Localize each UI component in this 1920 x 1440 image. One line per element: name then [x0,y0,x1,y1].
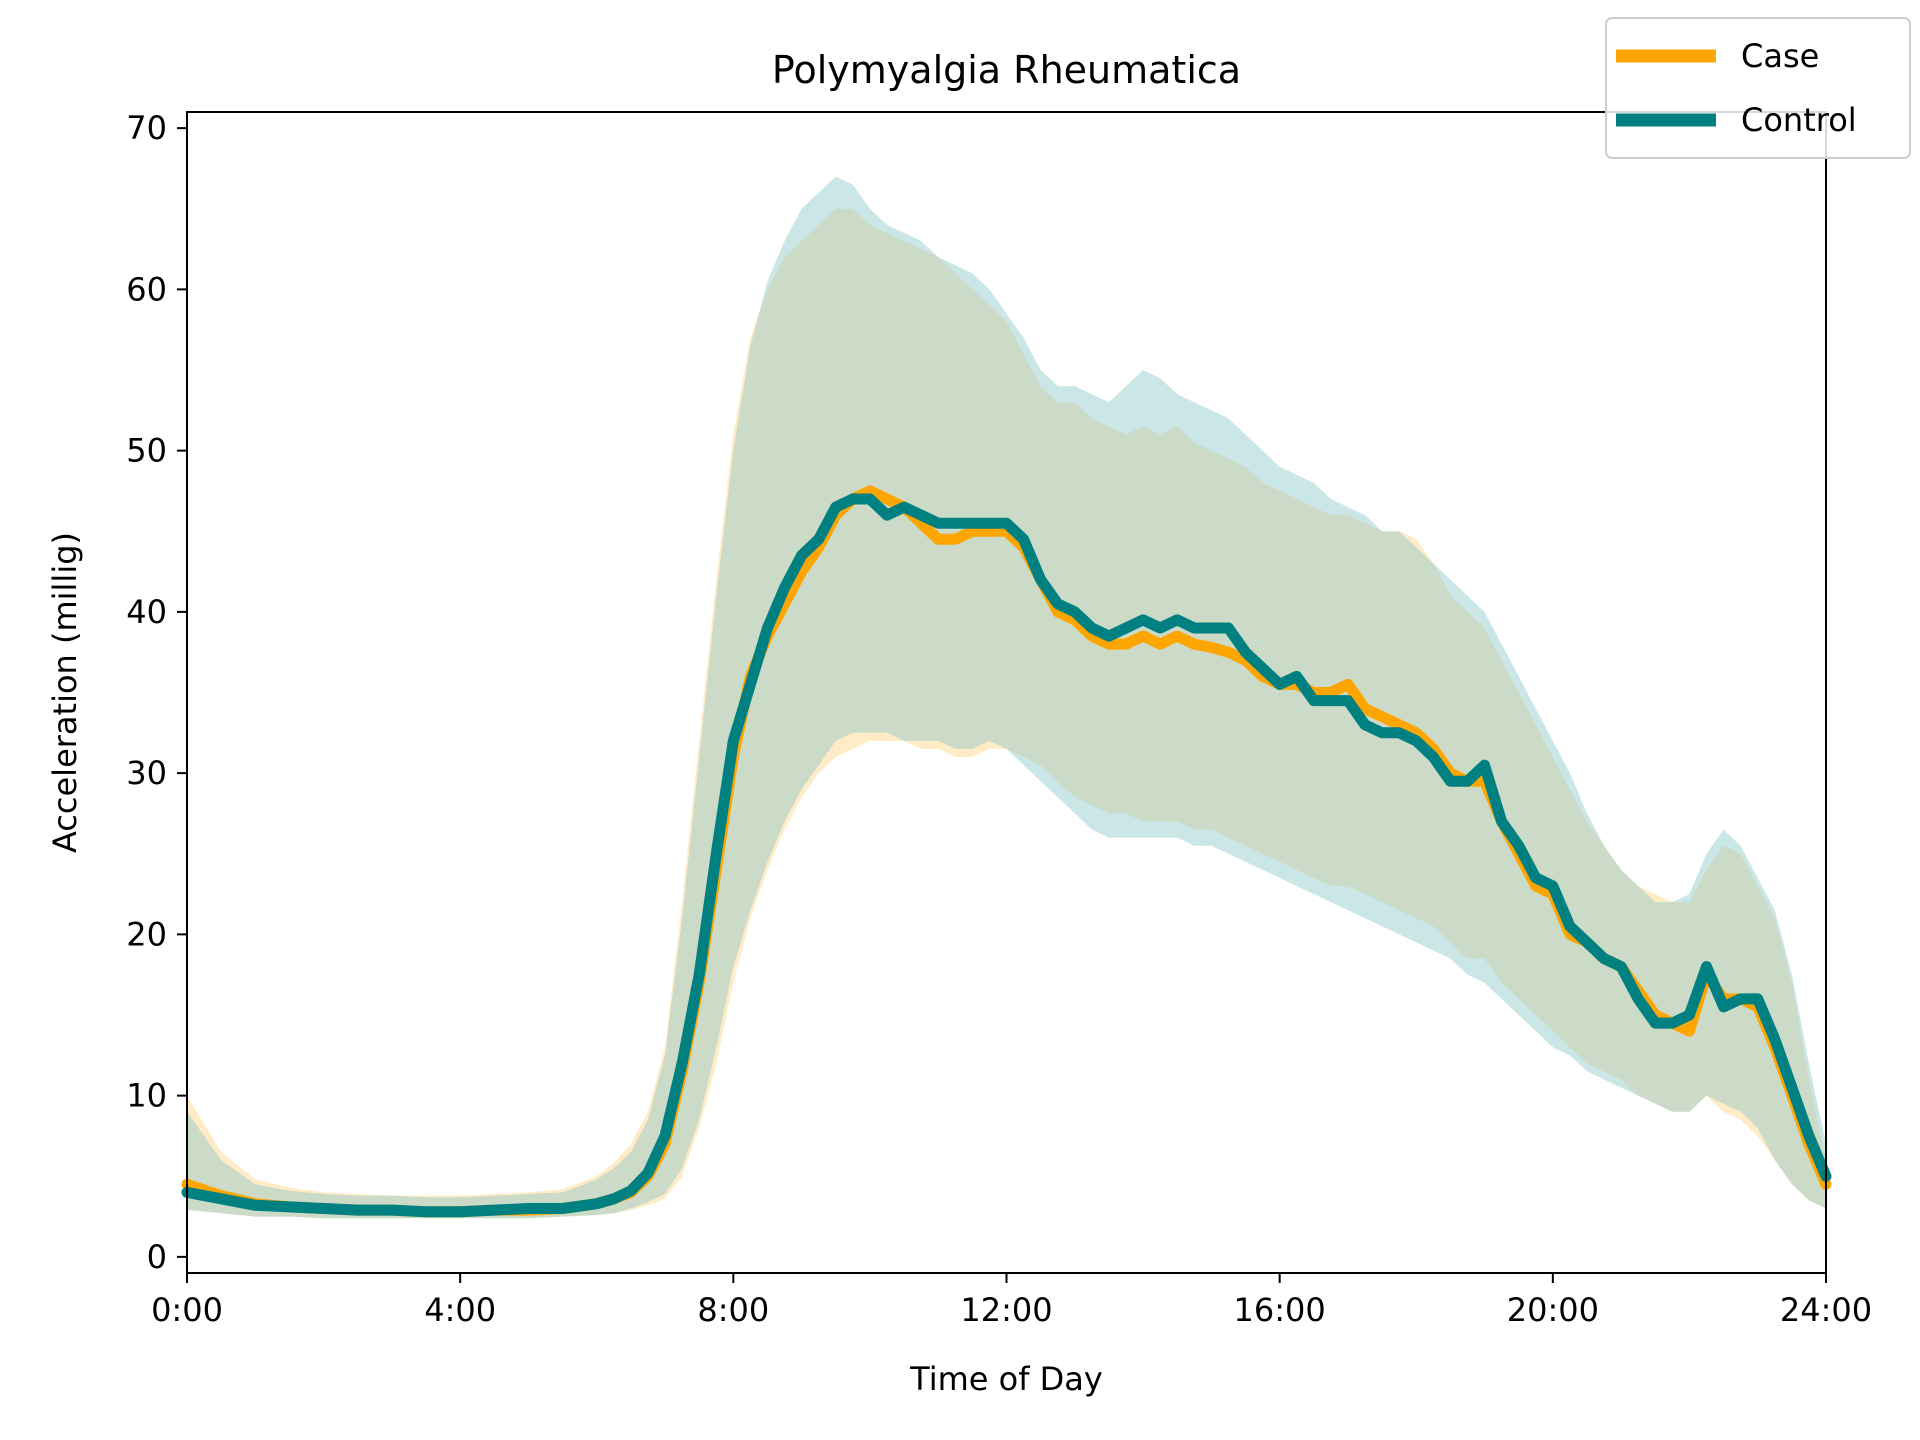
series-lines [181,485,1832,1218]
x-tick-label: 20:00 [1507,1291,1599,1329]
x-tick-label: 4:00 [424,1291,496,1329]
x-tick-label: 12:00 [960,1291,1052,1329]
x-tick-label: 0:00 [151,1291,223,1329]
x-tick-label: 8:00 [697,1291,769,1329]
y-axis-label: Acceleration (millig) [46,532,84,853]
y-tick-label: 60 [126,270,167,308]
y-tick-label: 50 [126,432,167,470]
chart-title: Polymyalgia Rheumatica [772,48,1241,92]
x-axis-label: Time of Day [909,1360,1103,1398]
x-axis: 0:00 4:00 8:00 12:00 16:00 20:00 24:00 [151,1273,1872,1329]
y-tick-label: 40 [126,593,167,631]
x-tick-label: 16:00 [1234,1291,1326,1329]
legend: Case Control [1605,17,1911,159]
legend-label-control: Control [1741,101,1857,139]
x-tick-label: 24:00 [1780,1291,1872,1329]
legend-label-case: Case [1741,37,1819,75]
y-tick-label: 20 [126,915,167,953]
series-line-control [181,493,1832,1218]
band-control [187,176,1826,1219]
confidence-bands [187,176,1826,1219]
y-tick-label: 70 [126,109,167,147]
band-case [187,208,1826,1219]
y-tick-label: 0 [147,1238,167,1276]
y-axis: 0 10 20 30 40 50 60 70 [126,109,187,1276]
y-tick-label: 30 [126,754,167,792]
y-tick-label: 10 [126,1077,167,1115]
